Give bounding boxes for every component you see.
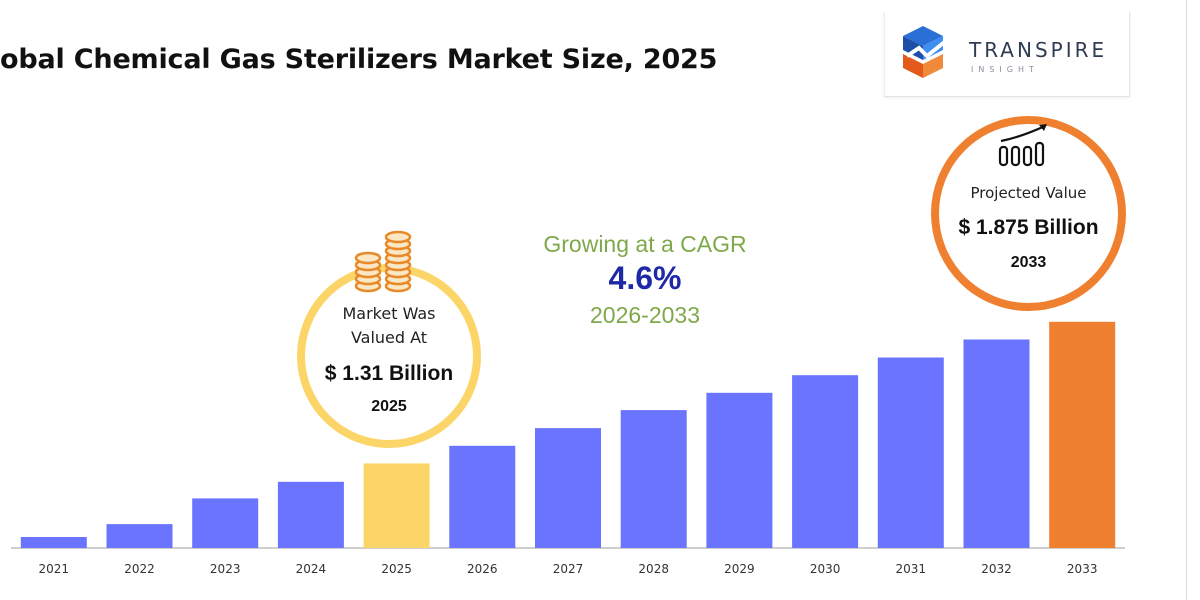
bar-2023 bbox=[192, 498, 259, 548]
cagr-lead-text: Growing at a CAGR bbox=[543, 231, 747, 257]
x-tick-label-2025: 2025 bbox=[381, 562, 412, 576]
projected-callout-year: 2033 bbox=[1010, 254, 1047, 271]
x-tick-label-2032: 2032 bbox=[981, 562, 1012, 576]
x-tick-label-2022: 2022 bbox=[124, 562, 155, 576]
x-tick-label-2024: 2024 bbox=[296, 562, 327, 576]
right-edge-divider bbox=[1186, 0, 1187, 600]
x-tick-label-2033: 2033 bbox=[1067, 562, 1098, 576]
growth-chart-icon bbox=[998, 124, 1047, 167]
logo-tagline: INSIGHT bbox=[971, 65, 1039, 74]
bar-2028 bbox=[620, 410, 687, 548]
bar-2031 bbox=[877, 357, 944, 548]
bar-2021 bbox=[20, 537, 87, 548]
projected-callout-value: $ 1.875 Billion bbox=[958, 216, 1099, 239]
logo-mark-icon bbox=[903, 26, 949, 78]
bar-2030 bbox=[792, 375, 859, 548]
bar-2025 bbox=[363, 463, 430, 548]
x-tick-label-2028: 2028 bbox=[638, 562, 669, 576]
x-tick-label-2026: 2026 bbox=[467, 562, 498, 576]
bar-2022 bbox=[106, 524, 173, 548]
x-tick-label-2030: 2030 bbox=[810, 562, 841, 576]
bar-2033 bbox=[1049, 321, 1116, 548]
page-title: lobal Chemical Gas Sterilizers Market Si… bbox=[0, 44, 718, 75]
base-callout-value: $ 1.31 Billion bbox=[324, 362, 454, 385]
bar-2027 bbox=[535, 428, 601, 548]
projected-callout-line1: Projected Value bbox=[970, 184, 1087, 202]
x-tick-label-2023: 2023 bbox=[210, 562, 241, 576]
base-callout-year: 2025 bbox=[371, 398, 407, 415]
x-tick-label-2029: 2029 bbox=[724, 562, 755, 576]
base-callout-line1: Market Was bbox=[342, 304, 436, 323]
cagr-value: 4.6% bbox=[608, 260, 682, 296]
base-callout-line2: Valued At bbox=[350, 328, 428, 347]
x-tick-label-2021: 2021 bbox=[39, 562, 70, 576]
x-tick-label-2027: 2027 bbox=[553, 562, 584, 576]
cagr-period: 2026-2033 bbox=[590, 302, 700, 328]
bar-2029 bbox=[706, 392, 773, 548]
bar-2026 bbox=[449, 445, 516, 548]
logo-name: TRANSPIRE bbox=[969, 38, 1108, 62]
bar-2024 bbox=[277, 481, 344, 548]
bar-2032 bbox=[963, 339, 1030, 548]
brand-logo: TRANSPIRE INSIGHT bbox=[884, 12, 1130, 97]
projected-value-callout: Projected Value $ 1.875 Billion 2033 bbox=[931, 116, 1126, 311]
coins-icon bbox=[354, 230, 412, 293]
x-tick-label-2031: 2031 bbox=[896, 562, 927, 576]
